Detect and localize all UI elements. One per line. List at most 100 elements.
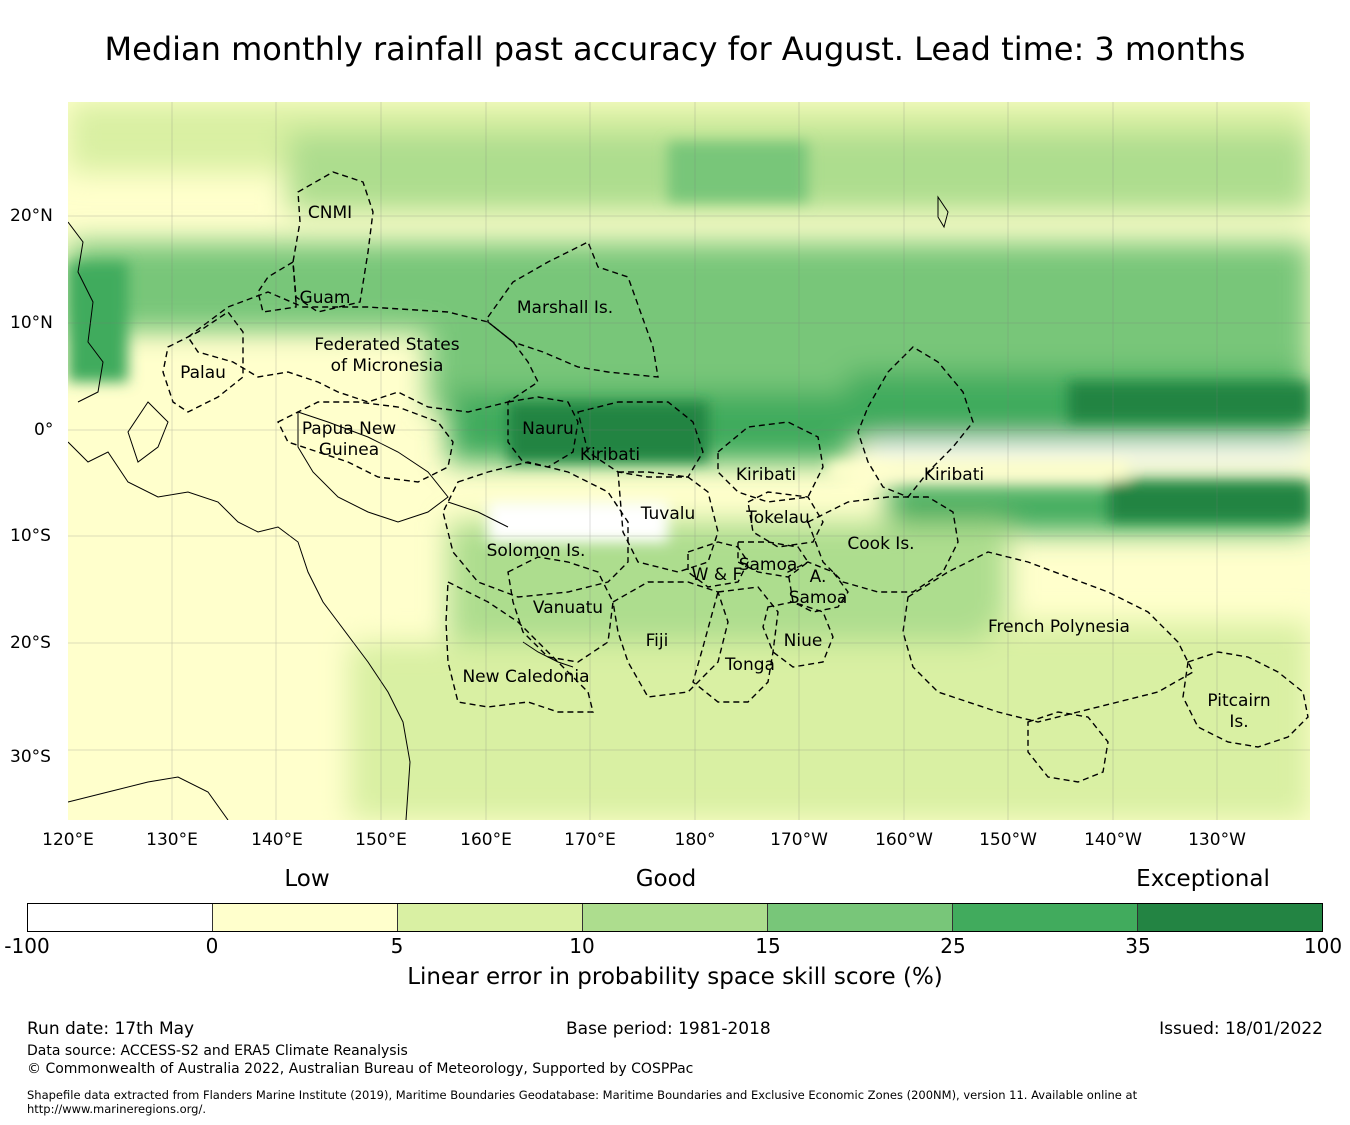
- longitude-label: 130°E: [146, 830, 198, 850]
- eez-fiji: [612, 581, 729, 698]
- eez-papua-new-guinea: [277, 401, 454, 483]
- region-label-palau: Palau: [180, 363, 226, 383]
- eez-french-polynesia: [902, 551, 1194, 723]
- australia-south-coast: [68, 776, 229, 820]
- run-date: Run date: 17th May: [27, 1019, 195, 1039]
- region-label-tuvalu: Tuvalu: [640, 504, 696, 524]
- latitude-label: 10°N: [10, 313, 53, 333]
- philippines-coast: [68, 221, 104, 403]
- skill-field: [68, 102, 1310, 820]
- longitude-label: 130°W: [1188, 830, 1246, 850]
- region-label-papua-new-guinea: Papua New Guinea: [302, 419, 396, 460]
- colorbar-tick-label: -100: [4, 934, 50, 958]
- issued-date: Issued: 18/01/2022: [1159, 1019, 1323, 1039]
- colorbar-tick-label: 0: [205, 934, 219, 958]
- eez-federated-states-micronesia: [187, 291, 539, 413]
- skill-zone-french-polynesia: [988, 622, 1310, 722]
- sulawesi-coast: [127, 401, 169, 463]
- region-label-federated-states-micronesia: Federated States of Micronesia: [314, 335, 459, 376]
- eez-palau: [162, 311, 244, 413]
- eez-american-samoa: [787, 561, 849, 613]
- latitude-label: 10°S: [10, 526, 51, 546]
- longitude-label: 160°W: [875, 830, 933, 850]
- eez-kiribati-gilbert: [577, 401, 704, 478]
- colorbar-segment: [28, 904, 213, 931]
- colorbar-tick-label: 10: [569, 934, 595, 958]
- shapefile-credit: Shapefile data extracted from Flanders M…: [27, 1088, 1138, 1102]
- region-label-solomon-islands: Solomon Is.: [487, 541, 586, 561]
- coastlines: [68, 195, 949, 820]
- skill-core-kiribati: [508, 402, 708, 462]
- eez-wallis-futuna: [687, 541, 749, 588]
- skill-zone-north-band: [68, 242, 1310, 332]
- region-label-american-samoa: A. Samoa: [789, 567, 848, 608]
- longitude-label: 120°E: [42, 830, 94, 850]
- skill-dry-solomon: [488, 502, 668, 542]
- eez-samoa: [737, 541, 809, 578]
- region-label-marshall-islands: Marshall Is.: [517, 298, 613, 318]
- colorbar-category-good: Good: [635, 866, 697, 892]
- base-period: Base period: 1981-2018: [566, 1019, 771, 1039]
- eez-niue: [762, 601, 834, 668]
- colorbar-segment: [953, 904, 1138, 931]
- region-label-new-caledonia: New Caledonia: [462, 667, 589, 687]
- region-label-wallis-futuna: W & F: [692, 565, 743, 585]
- longitude-label: 180°: [674, 830, 716, 850]
- colorbar: [27, 903, 1323, 932]
- eez-kiribati-line: [857, 346, 974, 498]
- region-label-kiribati-line: Kiribati: [924, 465, 984, 485]
- longitude-label: 160°E: [460, 830, 512, 850]
- longitude-label: 140°W: [1084, 830, 1142, 850]
- copyright-notice: © Commonwealth of Australia 2022, Austra…: [27, 1061, 694, 1077]
- eez-cnmi: [292, 171, 374, 313]
- latitude-label: 0°: [34, 420, 54, 440]
- eez-pitcairn-south: [1027, 711, 1109, 783]
- region-label-cook-islands: Cook Is.: [847, 534, 914, 554]
- region-label-cnmi: CNMI: [308, 203, 352, 223]
- skill-dry-tongue: [828, 462, 1128, 480]
- map-canvas: CNMI Guam Marshall Is. Federated States o…: [68, 102, 1310, 820]
- eez-boundaries: [162, 171, 1309, 783]
- eez-tuvalu: [617, 471, 719, 573]
- latitude-label: 30°S: [10, 747, 51, 767]
- skill-core-line-islands: [1108, 482, 1310, 522]
- colorbar-segment: [398, 904, 583, 931]
- latitude-label: 20°N: [10, 206, 53, 226]
- colorbar-segment: [1138, 904, 1322, 931]
- skill-zone-equator-gap: [868, 442, 1310, 462]
- eez-new-caledonia: [445, 580, 594, 713]
- region-label-niue: Niue: [784, 631, 823, 651]
- region-label-french-polynesia: French Polynesia: [988, 617, 1130, 637]
- longitude-label: 150°E: [355, 830, 407, 850]
- colorbar-category-low: Low: [284, 866, 330, 892]
- latitude-label: 20°S: [10, 633, 51, 653]
- region-label-vanuatu: Vanuatu: [533, 598, 603, 618]
- region-label-pitcairn-islands: Pitcairn Is.: [1207, 691, 1270, 732]
- skill-core-north: [668, 142, 808, 202]
- eez-kiribati-phoenix: [717, 421, 824, 503]
- region-labels: CNMI Guam Marshall Is. Federated States o…: [180, 203, 1271, 732]
- eez-pitcairn-islands: [1182, 651, 1309, 748]
- longitude-label: 150°W: [979, 830, 1037, 850]
- colorbar-category-exceptional: Exceptional: [1136, 866, 1270, 892]
- region-label-tokelau: Tokelau: [745, 508, 810, 528]
- chart-title: Median monthly rainfall past accuracy fo…: [104, 30, 1246, 68]
- longitude-label: 170°E: [564, 830, 616, 850]
- colorbar-tick-label: 100: [1303, 934, 1343, 958]
- hawaii-coast: [937, 195, 949, 229]
- eez-marshall-islands: [487, 241, 659, 378]
- eez-nauru: [507, 396, 579, 468]
- map-panel: CNMI Guam Marshall Is. Federated States o…: [68, 102, 1310, 820]
- region-label-nauru: Nauru: [522, 419, 574, 439]
- region-label-kiribati-gilbert: Kiribati: [580, 445, 640, 465]
- eez-tonga: [692, 586, 779, 703]
- skill-core-east-pacific: [1068, 382, 1310, 422]
- region-label-guam: Guam: [300, 288, 351, 308]
- skill-core-philippines: [68, 262, 128, 382]
- colorbar-tick-label: 5: [390, 934, 404, 958]
- australia-coast: [68, 441, 411, 820]
- eez-guam: [257, 260, 297, 313]
- solomon-coast: [447, 501, 509, 528]
- eez-cook-islands: [807, 496, 959, 593]
- new-guinea-coast: [297, 411, 449, 523]
